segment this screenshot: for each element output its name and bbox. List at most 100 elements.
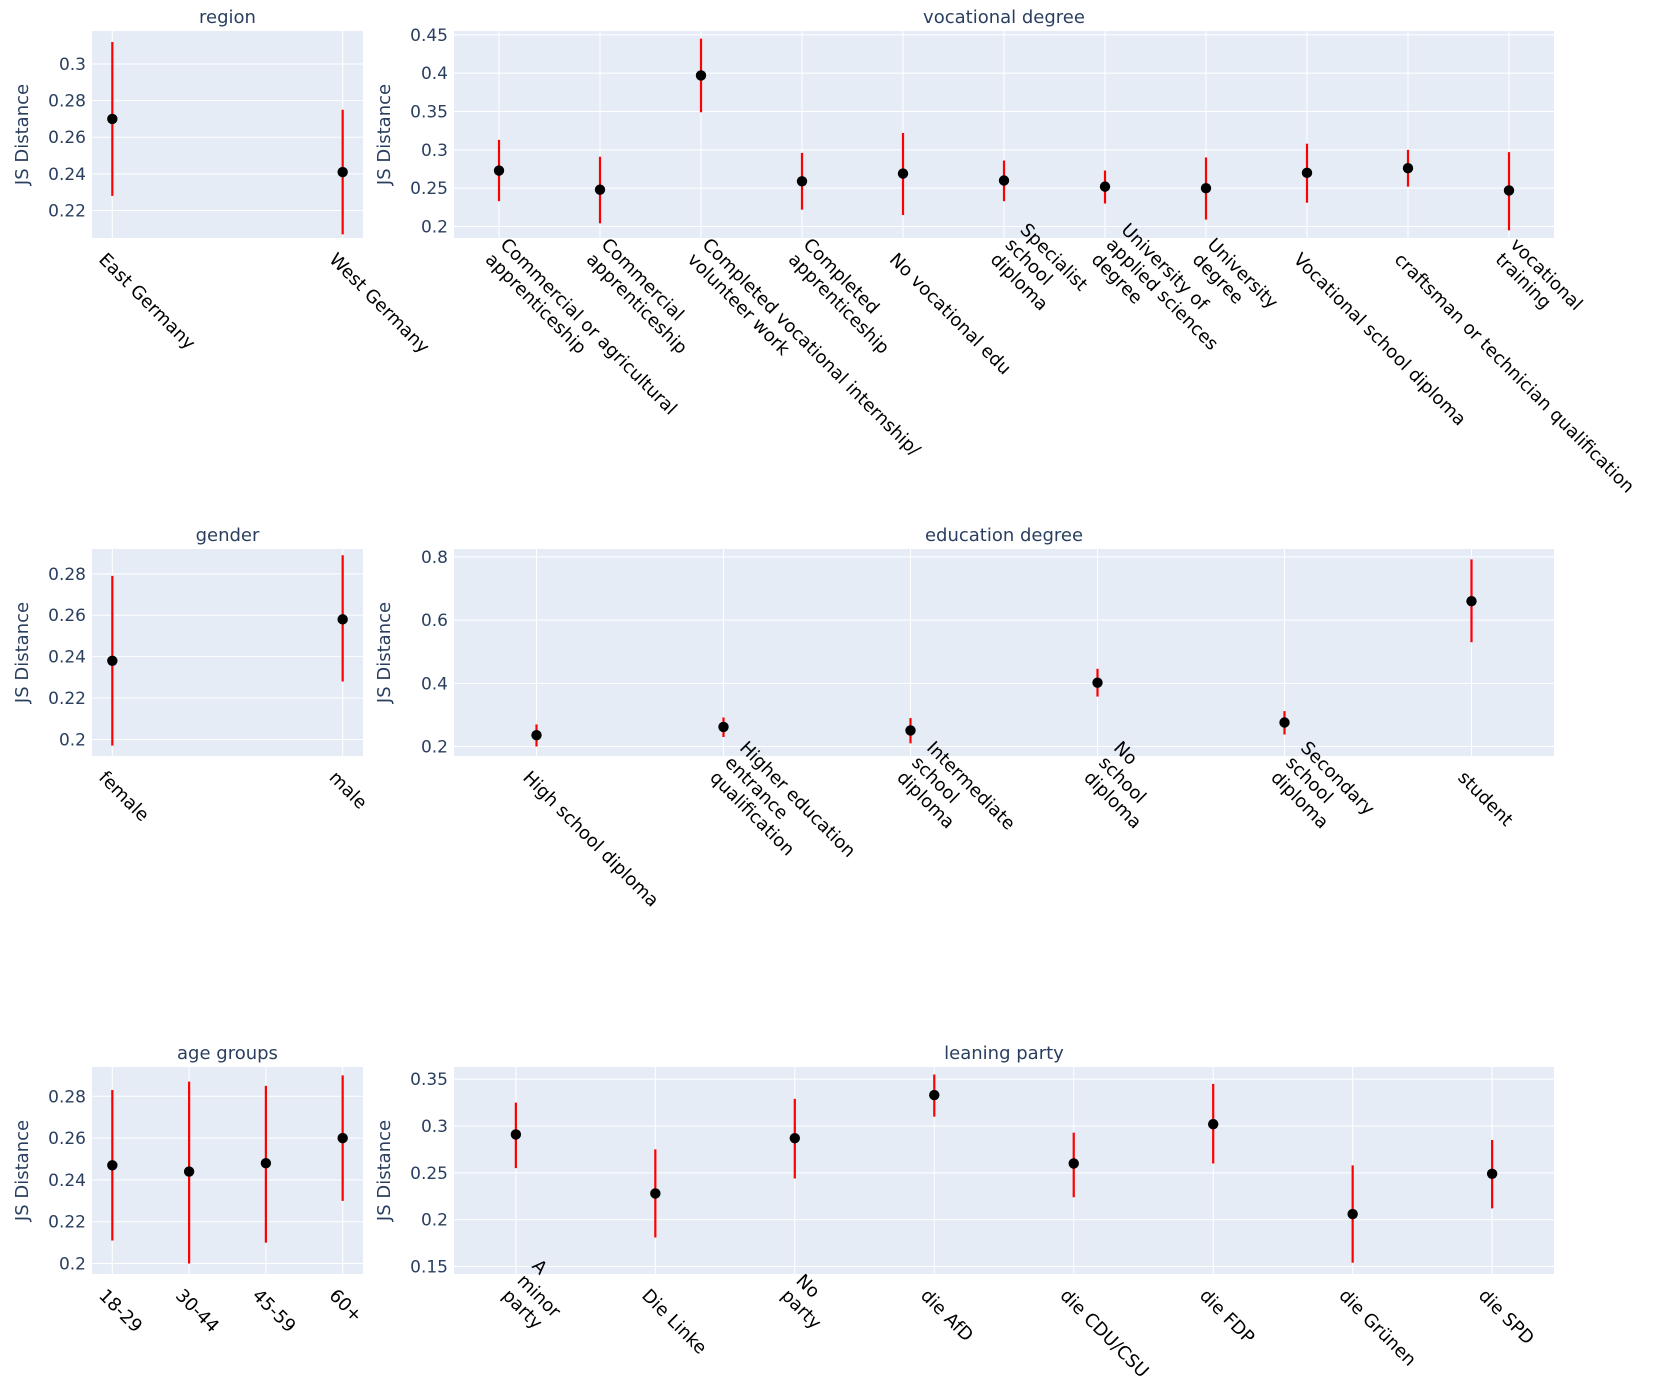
data-point bbox=[718, 721, 729, 733]
x-tick-label-commercial-or-agricultural-apprenticeship: Commercial or agriculturalapprenticeship bbox=[481, 234, 681, 434]
plot-area bbox=[92, 31, 363, 238]
x-tick-label-18-29: 18-29 bbox=[94, 1285, 146, 1337]
y-tick-label: 0.22 bbox=[48, 202, 86, 222]
data-point bbox=[337, 166, 348, 178]
x-tick-label-die-afd: die AfD bbox=[916, 1285, 977, 1346]
data-point bbox=[260, 1157, 272, 1169]
x-tick-label-line: Die Linke bbox=[637, 1285, 711, 1359]
x-tick-label-45-59: 45-59 bbox=[248, 1285, 300, 1337]
y-tick-label: 0.6 bbox=[421, 611, 448, 631]
y-tick-label: 0.2 bbox=[59, 730, 86, 750]
x-tick-label-west-germany: West Germany bbox=[325, 249, 434, 358]
x-tick-label-line: student bbox=[1453, 767, 1517, 831]
panel-title: leaning party bbox=[944, 1043, 1064, 1064]
y-tick-label: 0.3 bbox=[421, 1117, 448, 1137]
plot-area bbox=[454, 549, 1554, 756]
data-point bbox=[1092, 677, 1103, 688]
y-axis-label: JS Distance bbox=[374, 602, 395, 704]
data-point bbox=[1200, 182, 1212, 194]
x-tick-label-line: female bbox=[94, 767, 153, 826]
y-tick-label: 0.35 bbox=[410, 103, 448, 123]
x-tick-label-line: male bbox=[325, 767, 371, 813]
data-point bbox=[1402, 163, 1414, 174]
x-tick-label-line: West Germany bbox=[325, 249, 434, 358]
y-tick-label: 0.3 bbox=[421, 141, 448, 161]
x-tick-label-line: High school diploma bbox=[518, 767, 662, 911]
data-point bbox=[493, 165, 505, 176]
y-axis-label: JS Distance bbox=[374, 84, 395, 186]
y-tick-label: 0.45 bbox=[410, 26, 448, 46]
y-tick-label: 0.26 bbox=[48, 128, 86, 148]
panel-title: gender bbox=[196, 525, 260, 546]
y-tick-label: 0.2 bbox=[421, 738, 448, 758]
panel-age-groups: 0.2 0.22 0.24 0.26 0.28 age groups JS Distance… bbox=[12, 1043, 366, 1337]
panel-title: vocational degree bbox=[923, 7, 1085, 28]
x-tick-label-die-linke: Die Linke bbox=[637, 1285, 711, 1359]
y-tick-label: 0.35 bbox=[410, 1070, 448, 1090]
y-tick-label: 0.26 bbox=[48, 1129, 86, 1149]
y-tick-label: 0.28 bbox=[48, 1087, 86, 1107]
y-tick-label: 0.26 bbox=[48, 606, 86, 626]
x-tick-label-high-school-diploma: High school diploma bbox=[518, 767, 662, 911]
data-point bbox=[1099, 181, 1111, 192]
data-point bbox=[796, 176, 808, 187]
x-tick-label-vocational-training: vocationaltraining bbox=[1491, 234, 1587, 330]
x-tick-label-female: female bbox=[94, 767, 153, 826]
data-point bbox=[107, 655, 118, 666]
data-point bbox=[1279, 717, 1290, 728]
data-point bbox=[789, 1132, 801, 1144]
x-tick-label-line: 60+ bbox=[325, 1285, 367, 1327]
x-tick-label-60: 60+ bbox=[325, 1285, 367, 1327]
x-tick-label-higher-education-entrance-qualification: Higher educationentrancequalification bbox=[705, 737, 859, 891]
data-point bbox=[337, 614, 348, 625]
x-tick-label-university-degree: Universitydegree bbox=[1188, 234, 1282, 328]
x-tick-label-die-gr-nen: die Grünen bbox=[1335, 1285, 1420, 1370]
data-point bbox=[1486, 1168, 1498, 1179]
y-axis-label: JS Distance bbox=[12, 602, 33, 704]
data-point bbox=[1301, 167, 1313, 179]
panel-leaning-party: 0.15 0.2 0.25 0.3 0.35 leaning party JS Distan… bbox=[374, 1043, 1554, 1381]
data-point bbox=[1207, 1118, 1219, 1130]
y-tick-label: 0.2 bbox=[59, 1255, 86, 1275]
y-tick-label: 0.22 bbox=[48, 689, 86, 709]
plot-area bbox=[454, 1067, 1554, 1274]
data-point bbox=[897, 168, 909, 179]
data-point bbox=[1503, 185, 1515, 196]
y-tick-label: 0.24 bbox=[48, 165, 86, 185]
y-tick-label: 0.2 bbox=[421, 1211, 448, 1231]
x-tick-label-line: Vocational school diploma bbox=[1289, 249, 1470, 430]
data-point bbox=[695, 70, 707, 81]
y-tick-label: 0.24 bbox=[48, 648, 86, 668]
data-point bbox=[594, 184, 606, 195]
panel-region: 0.22 0.24 0.26 0.28 0.3 region JS Distance East… bbox=[12, 7, 434, 358]
panel-gender: 0.2 0.22 0.24 0.26 0.28 gender JS Distance fema… bbox=[12, 525, 371, 826]
data-point bbox=[510, 1129, 522, 1140]
y-tick-label: 0.28 bbox=[48, 92, 86, 112]
panel-vocational-degree: 0.2 0.25 0.3 0.35 0.4 0.45 vocational degree JS… bbox=[374, 7, 1638, 497]
x-tick-label-line: die Grünen bbox=[1335, 1285, 1420, 1370]
x-tick-label-no-party: Noparty bbox=[777, 1270, 841, 1334]
x-tick-label-vocational-school-diploma: Vocational school diploma bbox=[1289, 249, 1470, 430]
panel-title: education degree bbox=[925, 525, 1083, 546]
y-tick-label: 0.22 bbox=[48, 1213, 86, 1233]
data-point bbox=[337, 1132, 348, 1144]
y-tick-label: 0.8 bbox=[421, 548, 448, 568]
data-point bbox=[107, 1160, 118, 1171]
plot-area bbox=[92, 1067, 363, 1274]
data-point bbox=[107, 113, 118, 125]
x-tick-label-line: 18-29 bbox=[94, 1285, 146, 1337]
panel-education-degree: 0.2 0.4 0.6 0.8 education degree JS Distance H… bbox=[374, 525, 1554, 911]
x-tick-label-die-spd: die SPD bbox=[1474, 1285, 1538, 1349]
data-point bbox=[650, 1188, 661, 1199]
x-tick-label-line: East Germany bbox=[94, 249, 199, 354]
data-point bbox=[183, 1166, 195, 1177]
x-tick-label-die-fdp: die FDP bbox=[1195, 1285, 1258, 1348]
x-tick-label-line: die CDU/CSU bbox=[1056, 1285, 1153, 1381]
x-tick-label-30-44: 30-44 bbox=[171, 1285, 223, 1337]
y-axis-label: JS Distance bbox=[12, 1120, 33, 1222]
data-point bbox=[1347, 1208, 1358, 1220]
y-tick-label: 0.25 bbox=[410, 1164, 448, 1184]
y-tick-label: 0.25 bbox=[410, 179, 448, 199]
x-tick-label-line: 45-59 bbox=[248, 1285, 300, 1337]
